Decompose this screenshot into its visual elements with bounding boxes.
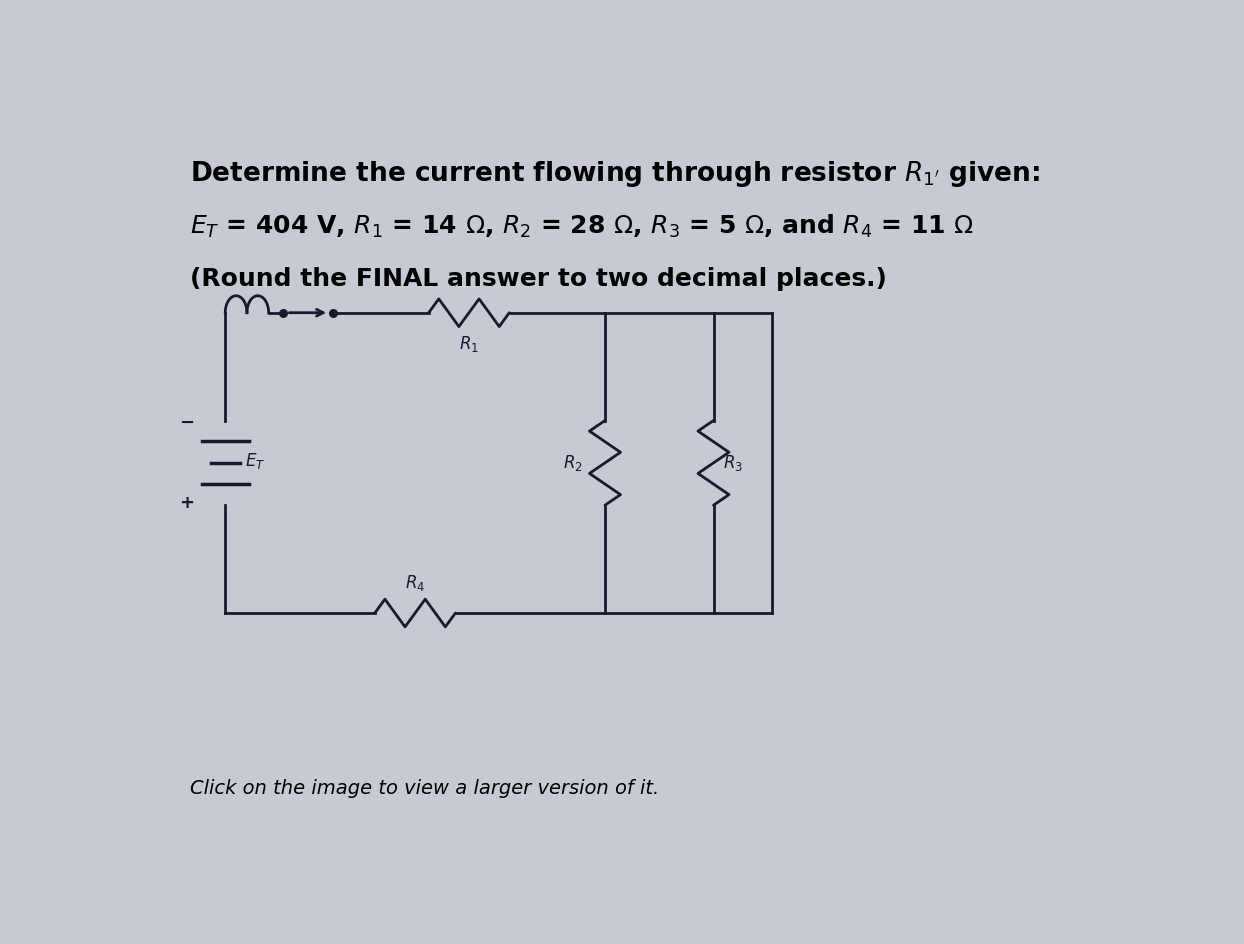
Text: $R_4$: $R_4$ [406, 573, 425, 593]
Text: (Round the FINAL answer to two decimal places.): (Round the FINAL answer to two decimal p… [190, 266, 887, 291]
Text: $E_T$ = 404 V, $R_1$ = 14 $\Omega$, $R_2$ = 28 $\Omega$, $R_3$ = 5 $\Omega$, and: $E_T$ = 404 V, $R_1$ = 14 $\Omega$, $R_2… [190, 212, 974, 240]
Text: Click on the image to view a larger version of it.: Click on the image to view a larger vers… [190, 779, 659, 798]
Text: $R_1$: $R_1$ [459, 334, 479, 354]
Text: $E_T$: $E_T$ [245, 451, 265, 471]
Text: $R_3$: $R_3$ [723, 453, 743, 473]
Text: $R_2$: $R_2$ [564, 453, 583, 473]
Text: −: − [179, 413, 194, 431]
Text: +: + [179, 494, 194, 512]
Text: Determine the current flowing through resistor $R_{1'}$ given:: Determine the current flowing through re… [190, 159, 1040, 189]
